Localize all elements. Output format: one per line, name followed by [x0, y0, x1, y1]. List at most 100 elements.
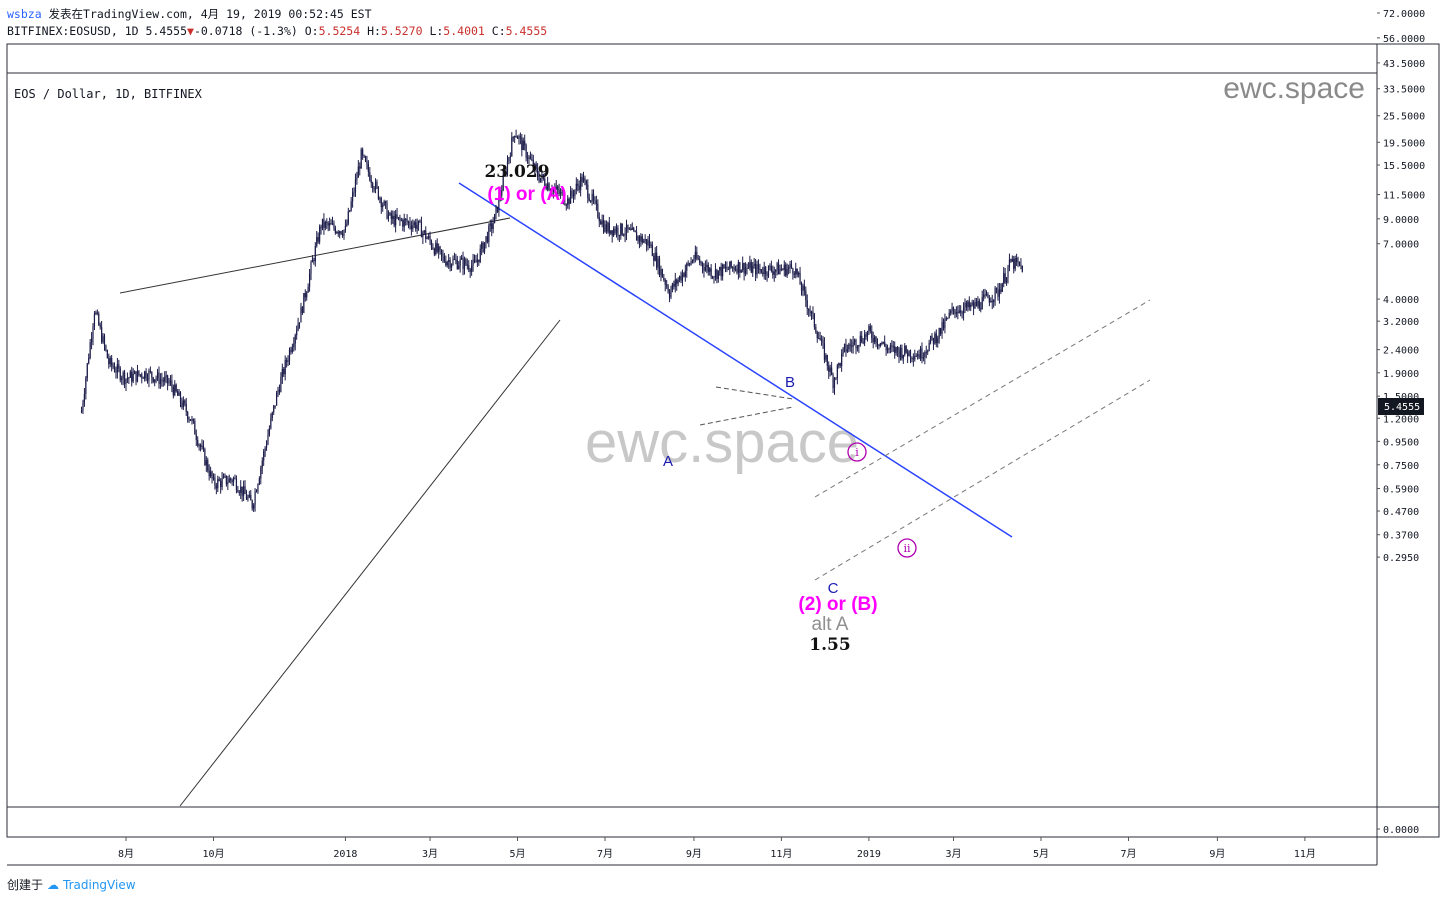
candle-body	[165, 375, 167, 378]
candle-body	[499, 195, 501, 197]
candle-body	[247, 497, 249, 500]
candle-body	[529, 156, 532, 159]
candle-body	[912, 357, 914, 360]
candle-body	[145, 371, 147, 379]
candle-body	[808, 308, 810, 311]
candle-body	[293, 343, 295, 348]
candle-body	[701, 262, 704, 268]
candle-body	[843, 343, 846, 349]
candle-body	[291, 347, 293, 353]
candle-body	[134, 371, 136, 375]
candle-body	[245, 493, 248, 500]
candle-body	[429, 236, 431, 242]
candle-body	[197, 439, 199, 446]
publish-info: wsbza 发表在TradingView.com, 4月 19, 2019 00…	[7, 6, 372, 22]
candle-body	[314, 246, 316, 262]
author-link[interactable]: wsbza	[7, 7, 42, 21]
candle-body	[425, 230, 427, 239]
candle-body	[962, 307, 965, 314]
candle-body	[235, 478, 238, 491]
candle-body	[483, 242, 486, 252]
candle-body	[349, 210, 351, 212]
candle-body	[509, 156, 511, 158]
candle-body	[121, 378, 123, 380]
created-label: 创建于	[7, 878, 44, 892]
price-tick-label: 0.4700	[1383, 507, 1419, 518]
candle-body	[263, 451, 265, 461]
candle-body	[875, 336, 877, 345]
candle-body	[868, 326, 870, 332]
candle-body	[564, 203, 566, 205]
candle-body	[673, 283, 675, 287]
time-tick-label: 3月	[946, 848, 962, 860]
candle-body	[597, 203, 599, 218]
candle-body	[678, 276, 681, 280]
candle-body	[334, 228, 336, 234]
candle-body	[899, 347, 902, 358]
candle-body	[393, 215, 395, 226]
candle-body	[516, 136, 519, 139]
candle-body	[445, 261, 447, 266]
downtrend-line[interactable]	[458, 182, 1013, 538]
candle-body	[931, 335, 933, 338]
pane-title: EOS / Dollar, 1D, BITFINEX	[14, 87, 203, 101]
candle-body	[828, 365, 830, 372]
candle-body	[658, 258, 661, 275]
candle-body	[450, 264, 453, 268]
candle-body	[382, 205, 384, 208]
candle-body	[845, 343, 847, 352]
candle-body	[278, 389, 281, 392]
time-tick-label: 9月	[1209, 848, 1225, 860]
candle-body	[132, 374, 134, 382]
candle-body	[952, 307, 955, 310]
candle-body	[775, 269, 777, 272]
candle-body	[220, 480, 222, 488]
candle-body	[993, 299, 995, 302]
tradingview-logo-icon[interactable]: ☁	[47, 878, 60, 892]
candle-body	[922, 357, 924, 359]
candle-body	[736, 268, 738, 273]
candle-body	[386, 203, 388, 219]
candle-body	[747, 267, 750, 269]
candle-body	[631, 228, 633, 230]
lower-wedge-line[interactable]	[179, 319, 561, 807]
candle-body	[767, 265, 770, 276]
candle-body	[156, 372, 159, 379]
candle-body	[888, 348, 890, 350]
candle-body	[798, 272, 800, 275]
price-tick-label: 1.5000	[1383, 392, 1419, 403]
candle-body	[812, 311, 814, 314]
candle-body	[171, 380, 173, 388]
wave-ii-circle	[897, 538, 917, 558]
candle-body	[660, 269, 662, 275]
candle-body	[488, 225, 490, 243]
price-axis[interactable]: 72.0000 56.0000 43.5000 33.5000 25.5000 19.50…	[1377, 9, 1425, 836]
candle-body	[98, 313, 100, 325]
candle-body	[436, 243, 438, 252]
candle-body	[800, 284, 803, 291]
candle-body	[92, 326, 94, 339]
channel-lower-line[interactable]	[814, 379, 1151, 581]
candle-body	[896, 347, 899, 351]
price-tick-label: 4.0000	[1383, 295, 1419, 306]
candle-body	[103, 336, 106, 346]
candle-body	[716, 269, 718, 280]
candle-body	[647, 240, 649, 246]
candle-body	[722, 264, 724, 277]
candle-body	[914, 356, 916, 360]
candle-body	[397, 217, 400, 219]
channel-upper-line[interactable]	[814, 299, 1151, 498]
triangle-upper-line[interactable]	[715, 386, 794, 400]
candle-body	[907, 352, 909, 357]
price-tick-label: 0.0000	[1383, 825, 1419, 836]
candle-body	[859, 335, 861, 345]
candle-body	[757, 264, 760, 269]
candle-body	[320, 226, 322, 229]
time-axis[interactable]: 8月 10月 2018 3月 5月 7月 9月 11月 2019 3月 5月 7月 9月 11月	[118, 837, 1316, 860]
time-tick-label: 10月	[202, 848, 224, 860]
candle-body	[534, 164, 536, 169]
tradingview-brand[interactable]: TradingView	[63, 878, 136, 892]
candle-body	[829, 367, 831, 372]
candle-body	[512, 137, 514, 139]
